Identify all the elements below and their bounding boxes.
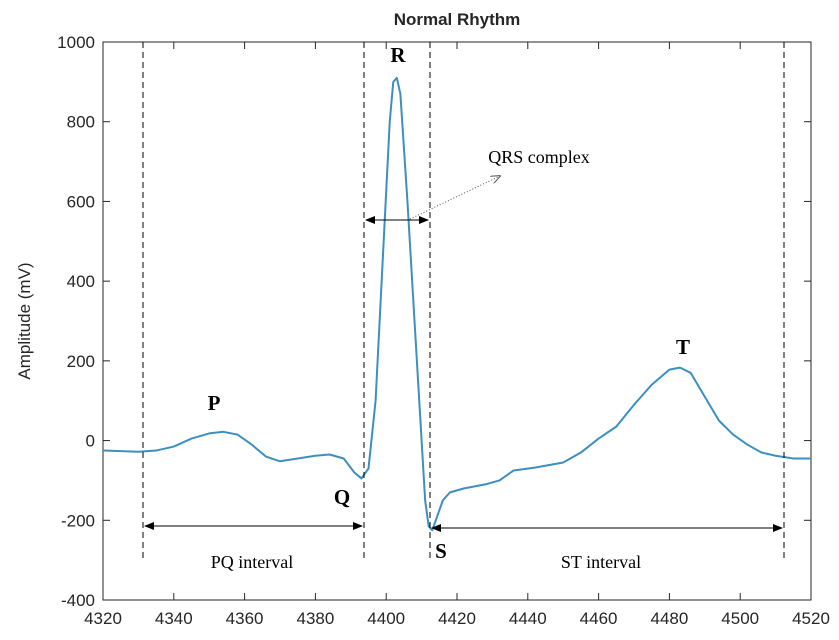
y-tick-label: 0	[86, 432, 95, 451]
annotation: P	[208, 391, 221, 415]
x-tick-label: 4440	[509, 609, 547, 628]
interval-bounds	[142, 42, 785, 562]
x-tick-label: 4500	[721, 609, 759, 628]
y-tick-label: 400	[67, 272, 95, 291]
annotation: Q	[334, 485, 350, 509]
x-tick-label: 4480	[650, 609, 688, 628]
ecg-line	[102, 76, 811, 532]
y-tick-label: -400	[61, 591, 95, 610]
interval-arrows	[144, 176, 783, 532]
plot-frame	[102, 41, 812, 601]
x-tick-label: 4400	[367, 609, 405, 628]
x-tick-label: 4420	[438, 609, 476, 628]
annotation: ST interval	[561, 552, 641, 572]
y-tick-label: 800	[67, 113, 95, 132]
y-axis-label: Amplitude (mV)	[15, 262, 34, 379]
annotation: T	[676, 335, 690, 359]
x-tick-label: 4460	[580, 609, 618, 628]
x-tick-label: 4340	[155, 609, 193, 628]
series-layer	[102, 76, 811, 532]
chart-title: Normal Rhythm	[394, 10, 521, 29]
y-tick-label: 200	[67, 352, 95, 371]
annotation: R	[390, 43, 406, 67]
y-tick-label: -200	[61, 511, 95, 530]
x-tick-label: 4380	[296, 609, 334, 628]
x-tick-label: 4520	[792, 609, 830, 628]
x-tick-label: 4360	[226, 609, 264, 628]
y-tick-label: 600	[67, 192, 95, 211]
annotation: S	[435, 539, 447, 563]
annotation: PQ interval	[211, 552, 294, 572]
annotation: QRS complex	[488, 147, 590, 167]
x-tick-label: 4320	[84, 609, 122, 628]
y-tick-label: 1000	[57, 33, 95, 52]
